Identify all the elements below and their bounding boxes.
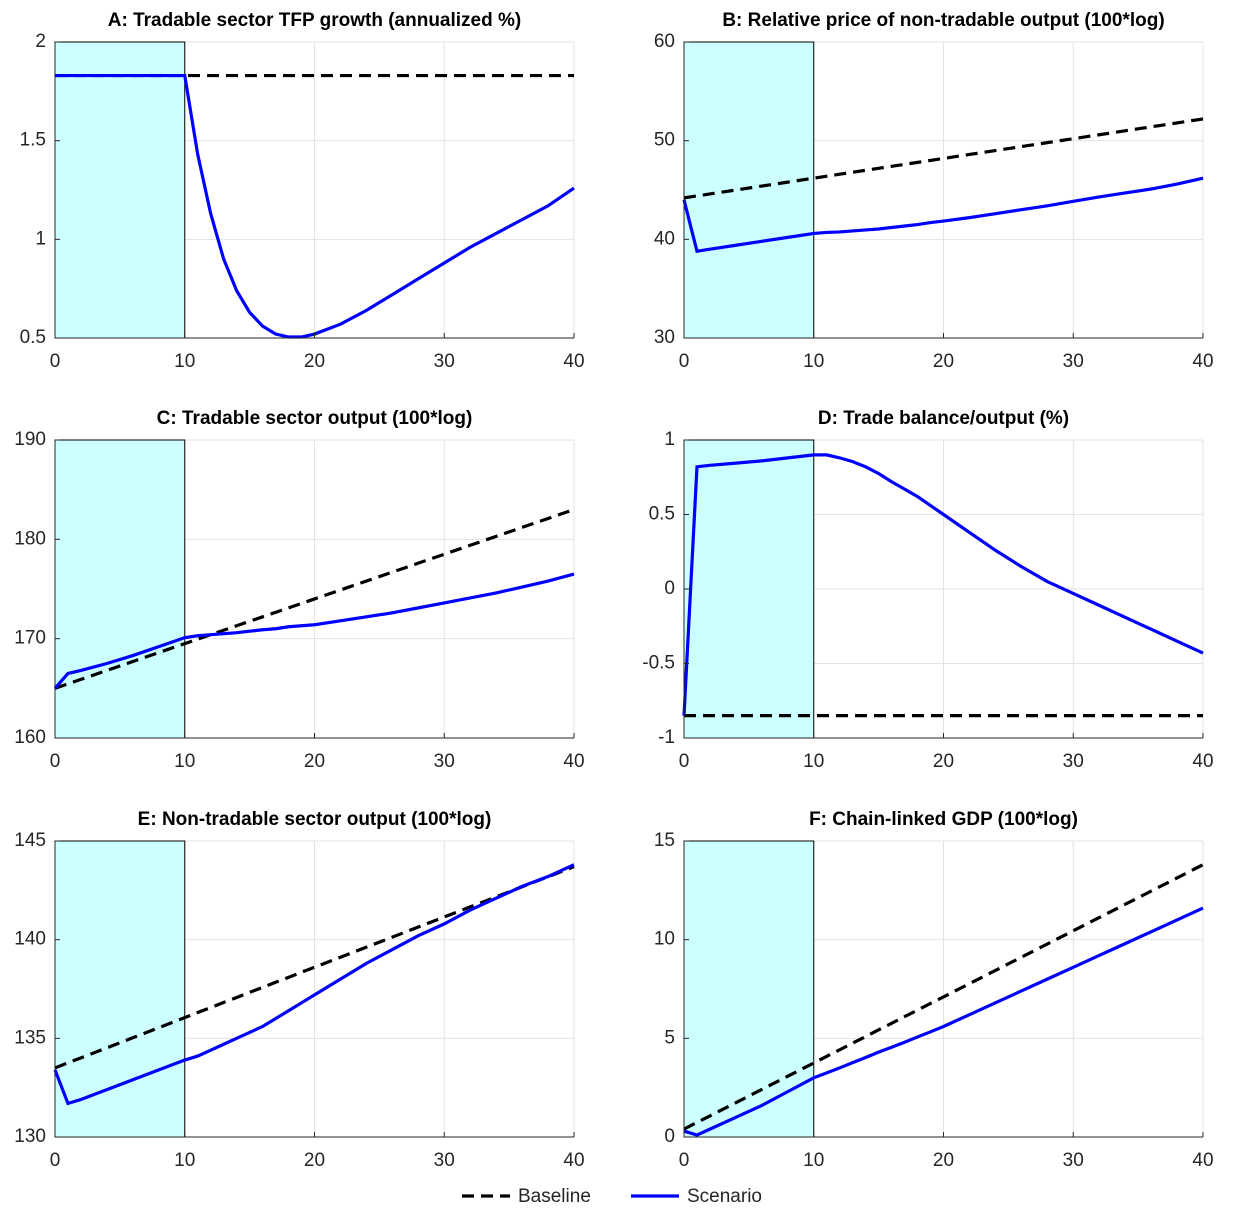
- y-tick-label: 180: [14, 528, 46, 549]
- shaded-region: [683, 840, 815, 1138]
- series-line: [54, 865, 575, 1070]
- legend-label: Baseline: [518, 1186, 591, 1207]
- shaded-region: [683, 439, 815, 739]
- y-tick-label: 15: [654, 830, 675, 851]
- series-line: [683, 863, 1204, 1131]
- y-tick-label: 160: [14, 727, 46, 748]
- chart-title: B: Relative price of non-tradable output…: [722, 10, 1164, 31]
- y-tick-label: 60: [654, 31, 675, 52]
- y-tick-label: -1: [658, 727, 675, 748]
- x-tick-label: 0: [50, 1150, 61, 1171]
- x-tick-label: 20: [933, 351, 954, 372]
- series-line: [54, 508, 575, 690]
- x-tick-label: 20: [304, 751, 325, 772]
- x-tick-label: 10: [803, 351, 824, 372]
- x-tick-label: 20: [304, 1150, 325, 1171]
- x-tick-label: 10: [803, 751, 824, 772]
- x-tick-label: 30: [434, 1150, 455, 1171]
- x-tick-label: 40: [563, 751, 584, 772]
- x-tick-label: 40: [563, 1150, 584, 1171]
- x-tick-label: 20: [933, 751, 954, 772]
- x-tick-label: 10: [174, 751, 195, 772]
- shaded-region: [54, 41, 186, 339]
- y-tick-label: 135: [14, 1027, 46, 1048]
- y-tick-label: 0.5: [20, 327, 46, 348]
- series-line: [683, 906, 1204, 1137]
- legend-label: Scenario: [687, 1186, 762, 1207]
- y-tick-label: 1: [664, 429, 675, 450]
- x-tick-label: 20: [304, 351, 325, 372]
- shaded-region: [54, 840, 186, 1138]
- x-tick-label: 30: [434, 351, 455, 372]
- series-line: [55, 73, 575, 339]
- x-tick-label: 40: [563, 351, 584, 372]
- y-tick-label: 145: [14, 830, 46, 851]
- y-tick-label: 0.5: [649, 504, 675, 525]
- series-line: [683, 117, 1204, 200]
- x-tick-label: 30: [1063, 351, 1084, 372]
- y-tick-label: 190: [14, 429, 46, 450]
- chart-title: E: Non-tradable sector output (100*log): [138, 809, 492, 830]
- x-tick-label: 0: [679, 351, 690, 372]
- x-tick-label: 30: [1063, 1150, 1084, 1171]
- y-tick-label: 30: [654, 327, 675, 348]
- x-tick-label: 30: [1063, 751, 1084, 772]
- x-tick-label: 40: [1192, 751, 1213, 772]
- y-tick-label: 40: [654, 228, 675, 249]
- y-tick-label: 130: [14, 1126, 46, 1147]
- y-tick-label: 140: [14, 929, 46, 950]
- y-tick-label: 10: [654, 929, 675, 950]
- x-tick-label: 30: [434, 751, 455, 772]
- series-line: [682, 453, 1204, 716]
- shaded-region: [683, 41, 815, 339]
- chart-title: F: Chain-linked GDP (100*log): [809, 809, 1078, 830]
- chart-title: A: Tradable sector TFP growth (annualize…: [108, 10, 521, 31]
- x-tick-label: 0: [679, 1150, 690, 1171]
- x-tick-label: 20: [933, 1150, 954, 1171]
- y-tick-label: 170: [14, 628, 46, 649]
- series-line: [682, 176, 1204, 253]
- shaded-region: [54, 439, 186, 739]
- y-tick-label: 0: [664, 1126, 675, 1147]
- x-tick-label: 40: [1192, 351, 1213, 372]
- x-tick-label: 10: [174, 1150, 195, 1171]
- y-tick-label: 0: [664, 578, 675, 599]
- x-tick-label: 40: [1192, 1150, 1213, 1171]
- y-tick-label: 50: [654, 130, 675, 151]
- x-tick-label: 10: [803, 1150, 824, 1171]
- series-line: [53, 572, 575, 690]
- y-tick-label: 2: [35, 31, 46, 52]
- chart-title: D: Trade balance/output (%): [818, 408, 1069, 429]
- x-tick-label: 0: [50, 751, 61, 772]
- y-tick-label: 5: [664, 1027, 675, 1048]
- x-tick-label: 10: [174, 351, 195, 372]
- y-tick-label: 1.5: [20, 130, 46, 151]
- series-line: [53, 863, 575, 1106]
- x-tick-label: 0: [50, 351, 61, 372]
- y-tick-label: -0.5: [642, 653, 675, 674]
- x-tick-label: 0: [679, 751, 690, 772]
- chart-title: C: Tradable sector output (100*log): [157, 408, 473, 429]
- y-tick-label: 1: [35, 228, 46, 249]
